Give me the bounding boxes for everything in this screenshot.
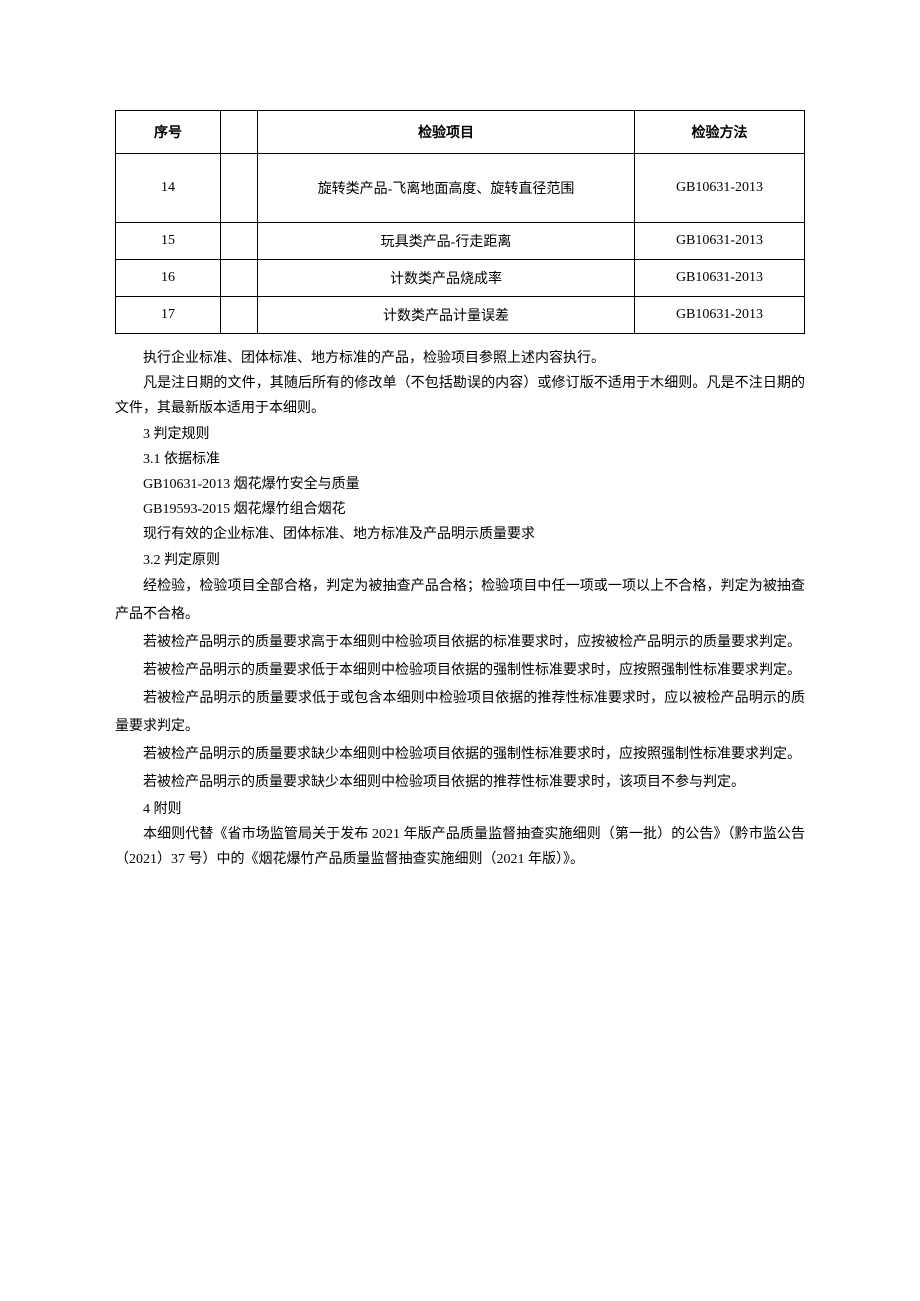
cell-item: 玩具类产品-行走距离 [258,223,635,260]
body-text: 执行企业标准、团体标准、地方标准的产品，检验项目参照上述内容执行。 凡是注日期的… [115,346,805,872]
cell-item: 旋转类产品-飞离地面高度、旋转直径范围 [258,154,635,223]
document-page: 序号 检验项目 检验方法 14 旋转类产品-飞离地面高度、旋转直径范围 GB10… [0,0,920,1301]
paragraph: 若被检产品明示的质量要求低于或包含本细则中检验项目依据的推荐性标准要求时，应以被… [115,685,805,741]
paragraph: 执行企业标准、团体标准、地方标准的产品，检验项目参照上述内容执行。 [115,346,805,371]
cell-method: GB10631-2013 [635,297,805,334]
cell-seq: 16 [116,260,221,297]
cell-gap [221,223,258,260]
section-heading: 3 判定规则 [115,422,805,447]
cell-seq: 17 [116,297,221,334]
inspection-table: 序号 检验项目 检验方法 14 旋转类产品-飞离地面高度、旋转直径范围 GB10… [115,110,805,334]
col-header-gap [221,111,258,154]
cell-seq: 14 [116,154,221,223]
cell-item: 计数类产品计量误差 [258,297,635,334]
paragraph: 若被检产品明示的质量要求低于本细则中检验项目依据的强制性标准要求时，应按照强制性… [115,657,805,685]
paragraph: 若被检产品明示的质量要求缺少本细则中检验项目依据的强制性标准要求时，应按照强制性… [115,741,805,769]
paragraph: 现行有效的企业标准、团体标准、地方标准及产品明示质量要求 [115,522,805,547]
cell-gap [221,297,258,334]
cell-seq: 15 [116,223,221,260]
paragraph: 本细则代替《省市场监管局关于发布 2021 年版产品质量监督抽查实施细则（第一批… [115,822,805,872]
table-row: 14 旋转类产品-飞离地面高度、旋转直径范围 GB10631-2013 [116,154,805,223]
cell-method: GB10631-2013 [635,223,805,260]
table-row: 17 计数类产品计量误差 GB10631-2013 [116,297,805,334]
paragraph: 若被检产品明示的质量要求缺少本细则中检验项目依据的推荐性标准要求时，该项目不参与… [115,769,805,797]
table-row: 16 计数类产品烧成率 GB10631-2013 [116,260,805,297]
col-header-item: 检验项目 [258,111,635,154]
paragraph: GB10631-2013 烟花爆竹安全与质量 [115,472,805,497]
table-row: 15 玩具类产品-行走距离 GB10631-2013 [116,223,805,260]
paragraph: 凡是注日期的文件，其随后所有的修改单（不包括勘误的内容）或修订版不适用于木细则。… [115,371,805,421]
section-heading: 3.1 依据标准 [115,447,805,472]
cell-gap [221,154,258,223]
paragraph: GB19593-2015 烟花爆竹组合烟花 [115,497,805,522]
table-header-row: 序号 检验项目 检验方法 [116,111,805,154]
cell-method: GB10631-2013 [635,154,805,223]
section-heading: 4 附则 [115,797,805,822]
paragraph: 若被检产品明示的质量要求高于本细则中检验项目依据的标准要求时，应按被检产品明示的… [115,629,805,657]
cell-method: GB10631-2013 [635,260,805,297]
col-header-seq: 序号 [116,111,221,154]
cell-item: 计数类产品烧成率 [258,260,635,297]
cell-gap [221,260,258,297]
section-heading: 3.2 判定原则 [115,548,805,573]
col-header-method: 检验方法 [635,111,805,154]
paragraph: 经检验，检验项目全部合格，判定为被抽查产品合格；检验项目中任一项或一项以上不合格… [115,573,805,629]
